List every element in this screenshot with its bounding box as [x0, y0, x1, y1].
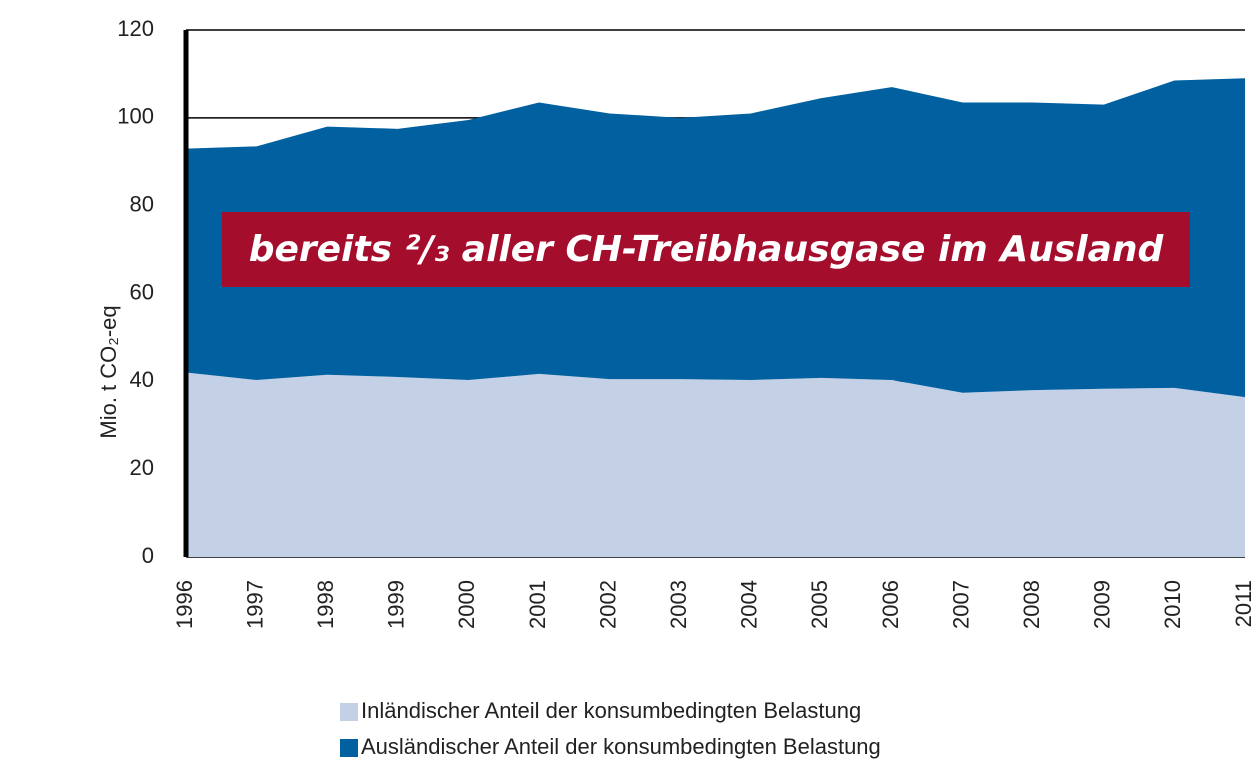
x-tick-label: 2006 — [878, 580, 903, 629]
x-tick-label: 2005 — [807, 580, 832, 629]
x-tick-label: 2000 — [454, 580, 479, 629]
x-tick-label: 1997 — [242, 580, 267, 629]
y-tick-label: 0 — [142, 543, 154, 568]
x-tick-label: 2010 — [1160, 580, 1185, 629]
y-tick-label: 60 — [130, 279, 154, 304]
y-tick-label: 20 — [130, 455, 154, 480]
x-tick-label: 2008 — [1019, 580, 1044, 629]
y-axis-label: Mio. t CO₂-eq — [96, 305, 121, 438]
x-tick-label: 1998 — [313, 580, 338, 629]
y-tick-label: 80 — [130, 191, 154, 216]
annotation-box — [222, 212, 1190, 287]
area — [186, 372, 1245, 557]
y-tick-label: 120 — [117, 16, 154, 41]
annotation: bereits ²/₃ aller CH-Treibhausgase im Au… — [249, 229, 1165, 270]
x-tick-label: 1999 — [384, 580, 409, 629]
x-tick-label: 2011 — [1231, 580, 1256, 627]
x-tick-label: 2003 — [666, 580, 691, 629]
x-tick-label: 2002 — [595, 580, 620, 629]
y-tick-label: 100 — [117, 104, 154, 129]
x-tick-label: 2004 — [737, 580, 762, 629]
legend-label: Inländischer Anteil der konsumbedingten … — [361, 698, 861, 723]
legend-label: Ausländischer Anteil der konsumbedingten… — [361, 734, 881, 759]
y-tick-label: 40 — [130, 367, 154, 392]
x-tick-label: 2009 — [1090, 580, 1115, 629]
legend-swatch — [340, 739, 358, 757]
x-tick-label: 1996 — [172, 580, 197, 629]
x-tick-label: 2007 — [948, 580, 973, 629]
legend-swatch — [340, 703, 358, 721]
x-tick-label: 2001 — [525, 580, 550, 629]
